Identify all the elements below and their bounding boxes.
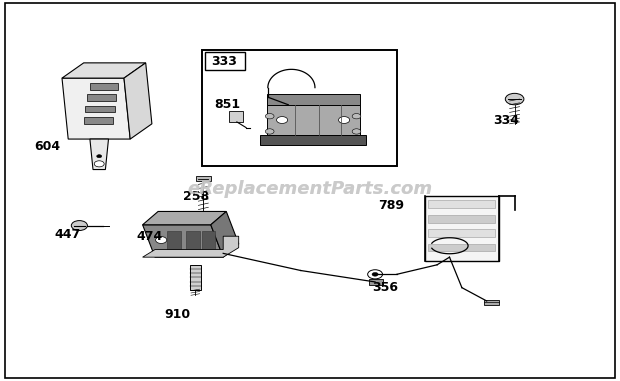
Bar	[260, 135, 366, 145]
Bar	[267, 105, 360, 135]
Bar	[167, 231, 181, 251]
Polygon shape	[143, 236, 239, 257]
Text: eReplacementParts.com: eReplacementParts.com	[187, 179, 433, 198]
Text: 356: 356	[372, 281, 398, 294]
Bar	[229, 111, 243, 122]
Circle shape	[265, 114, 274, 119]
Bar	[87, 94, 116, 101]
Bar	[484, 300, 499, 305]
Circle shape	[97, 155, 102, 158]
Circle shape	[265, 129, 274, 134]
Bar	[202, 231, 215, 251]
Polygon shape	[211, 211, 239, 257]
Circle shape	[71, 221, 87, 231]
Circle shape	[372, 272, 378, 276]
Bar	[202, 50, 397, 166]
Circle shape	[505, 93, 524, 105]
Bar	[428, 244, 495, 251]
Text: 258: 258	[183, 190, 209, 203]
Circle shape	[339, 117, 350, 123]
Circle shape	[94, 161, 104, 167]
Text: 333: 333	[211, 55, 237, 68]
Bar	[428, 215, 495, 223]
Polygon shape	[62, 78, 130, 139]
Polygon shape	[62, 63, 146, 78]
Bar	[196, 176, 211, 181]
Polygon shape	[90, 139, 108, 170]
Text: 474: 474	[136, 230, 162, 243]
Bar	[85, 106, 115, 112]
Bar	[186, 231, 200, 251]
Text: eReplacementParts.com: eReplacementParts.com	[187, 179, 433, 198]
Circle shape	[352, 129, 361, 134]
Circle shape	[368, 270, 383, 279]
Polygon shape	[143, 211, 226, 225]
Bar	[90, 83, 118, 90]
Text: 910: 910	[164, 308, 190, 321]
Bar	[205, 52, 245, 70]
Bar	[428, 229, 495, 237]
Bar	[369, 279, 383, 285]
Text: 789: 789	[378, 199, 404, 212]
Circle shape	[277, 117, 288, 123]
Bar	[425, 196, 499, 261]
Text: 447: 447	[55, 228, 81, 241]
Bar	[190, 265, 201, 290]
Bar	[267, 94, 360, 105]
Circle shape	[156, 237, 167, 243]
Bar	[428, 200, 495, 208]
Text: 851: 851	[214, 98, 240, 111]
Text: 334: 334	[493, 114, 519, 126]
Bar	[84, 117, 113, 124]
Polygon shape	[143, 225, 223, 257]
Circle shape	[352, 114, 361, 119]
Text: 604: 604	[34, 140, 60, 153]
Polygon shape	[124, 63, 152, 139]
